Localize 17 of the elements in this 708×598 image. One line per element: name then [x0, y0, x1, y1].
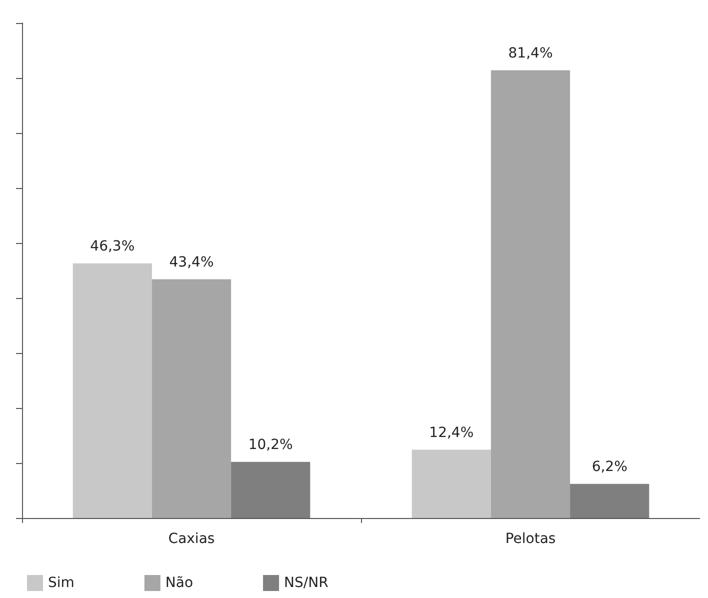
- data-label: 81,4%: [508, 45, 553, 62]
- x-tick-label: Caxias: [168, 531, 215, 547]
- bar: [490, 70, 570, 518]
- bar: [231, 462, 310, 518]
- legend-label: Sim: [48, 575, 74, 591]
- data-label: 12,4%: [429, 424, 474, 441]
- bar: [152, 279, 232, 518]
- data-label: 46,3%: [90, 238, 135, 254]
- bar: [412, 450, 491, 518]
- data-label: 6,2%: [592, 458, 628, 475]
- x-tick-label: Pelotas: [505, 531, 556, 547]
- legend-label: Não: [165, 575, 194, 591]
- bar: [72, 263, 152, 518]
- bar: [570, 484, 650, 518]
- data-label: 43,4%: [169, 254, 214, 270]
- data-label: 10,2%: [248, 436, 293, 453]
- legend-label: NS/NR: [284, 575, 329, 591]
